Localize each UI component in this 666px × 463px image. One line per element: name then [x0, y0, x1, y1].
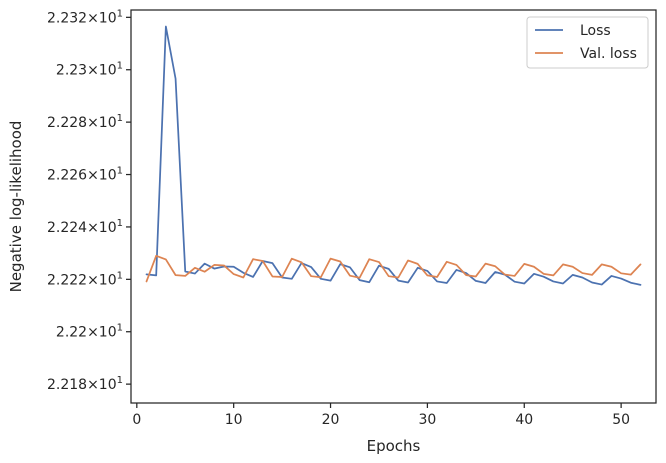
- x-tick-label: 10: [225, 412, 243, 428]
- legend: Loss Val. loss: [526, 16, 649, 69]
- y-tick-label: 2.222×101: [47, 270, 123, 288]
- x-tick-label: 20: [322, 412, 340, 428]
- y-tick-label: 2.23×101: [56, 61, 123, 79]
- x-axis-label: Epochs: [367, 437, 421, 455]
- y-tick-label: 2.228×101: [47, 113, 123, 131]
- x-tick-label: 30: [418, 412, 436, 428]
- y-tick-label: 2.224×101: [47, 218, 123, 236]
- series-line-val-loss: [145, 254, 642, 283]
- x-tick-label: 40: [515, 412, 533, 428]
- plot-lines: [145, 25, 642, 286]
- y-tick-label: 2.232×101: [47, 8, 123, 26]
- legend-label-loss: Loss: [580, 23, 611, 39]
- plot-area-frame: [130, 9, 657, 404]
- y-tick-label: 2.218×101: [47, 375, 123, 393]
- y-axis-label: Negative log-likelihood: [7, 121, 25, 293]
- y-tick-label: 2.226×101: [47, 166, 123, 184]
- x-ticks: 0 10 20 30 40 50: [132, 403, 630, 428]
- x-tick-label: 0: [132, 412, 141, 428]
- x-tick-label: 50: [612, 412, 630, 428]
- y-tick-label: 2.22×101: [56, 323, 123, 341]
- legend-label-val-loss: Val. loss: [580, 46, 637, 62]
- series-line-loss: [145, 25, 642, 286]
- y-ticks: 2.218×101 2.22×101 2.222×101 2.224×101 2.226…: [47, 8, 131, 393]
